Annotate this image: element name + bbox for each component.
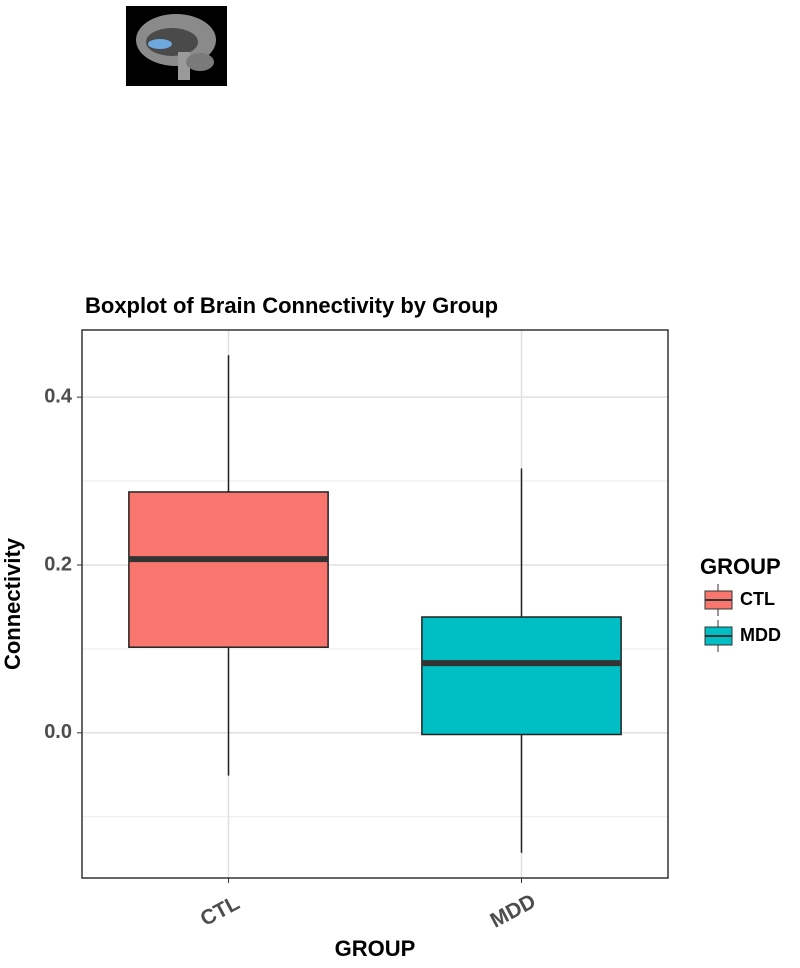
chart-title: Boxplot of Brain Connectivity by Group (85, 293, 498, 318)
y-tick-label: 0.2 (44, 553, 72, 575)
box (421, 616, 622, 736)
legend-item: MDD (704, 620, 781, 652)
x-tick-label: CTL (197, 891, 244, 931)
x-tick-label: MDD (487, 890, 540, 933)
x-axis-label: GROUP (335, 936, 416, 961)
legend-title: GROUP (700, 554, 781, 579)
y-tick-label: 0.0 (44, 721, 72, 743)
y-tick-label: 0.4 (44, 385, 73, 407)
legend-label: CTL (740, 589, 775, 609)
legend-label: MDD (740, 625, 781, 645)
y-axis-label: Connectivity (0, 537, 25, 670)
legend-item: CTL (704, 584, 775, 616)
box (128, 491, 329, 648)
panel-border (81, 329, 669, 879)
brain-thumbnail (126, 6, 227, 86)
